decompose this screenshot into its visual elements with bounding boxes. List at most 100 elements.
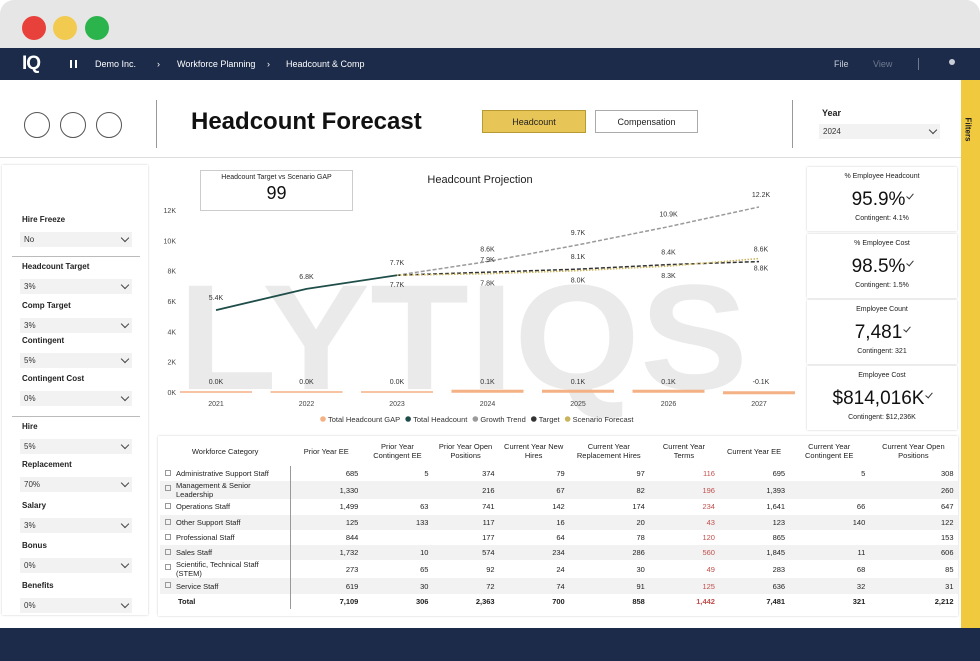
menu-item[interactable]: View (873, 59, 893, 69)
expand-icon[interactable] (165, 549, 171, 556)
year-dropdown[interactable]: 2024 (819, 124, 940, 139)
home-button[interactable] (24, 112, 50, 138)
slicer-dropdown[interactable]: 3% (20, 279, 132, 294)
page-title: Headcount Forecast (191, 108, 422, 135)
slicer-dropdown[interactable]: 5% (20, 353, 132, 368)
table-cell: 123 (718, 514, 790, 530)
close-dot[interactable] (22, 16, 46, 40)
cell-value: 140 (852, 517, 866, 527)
table-cell: 49 (649, 560, 719, 578)
column-header[interactable]: Current Year Open Positions (882, 442, 945, 460)
data-label: 0.1K (661, 379, 676, 386)
table-cell: 196 (648, 481, 719, 500)
slicer-value: 0% (24, 394, 36, 403)
cell-value: 560 (702, 548, 715, 558)
tab[interactable]: Compensation (595, 110, 698, 133)
table-cell: 11 (789, 545, 870, 561)
slicer-dropdown[interactable]: 0% (20, 391, 132, 406)
back-button[interactable] (60, 112, 86, 138)
table-cell: 286 (568, 545, 649, 561)
breadcrumb[interactable]: Workforce Planning (177, 59, 256, 69)
legend-label: Target (539, 415, 561, 424)
tab-active[interactable]: Headcount (482, 110, 586, 133)
slicer-dropdown[interactable]: 3% (20, 318, 132, 333)
breadcrumb[interactable]: Headcount & Comp (286, 59, 365, 69)
table-cell: 153 (869, 530, 957, 545)
data-label: 8.4K (661, 250, 676, 257)
user-icon[interactable] (949, 59, 955, 65)
y-tick-label: 0K (167, 390, 176, 397)
data-label: 8.8K (754, 266, 769, 273)
filters-pane[interactable] (961, 80, 980, 628)
expand-icon[interactable] (165, 503, 171, 510)
chevron (120, 280, 130, 290)
legend-marker (472, 416, 479, 422)
column-header[interactable]: Current Year EE (726, 446, 782, 456)
cell-value: 865 (772, 533, 786, 543)
logo[interactable]: IQ (22, 53, 41, 74)
x-tick-label: 2024 (480, 401, 496, 408)
column-header[interactable]: Current Year Terms (662, 442, 705, 460)
column-header[interactable]: Prior Year EE (303, 446, 349, 456)
cell-value: 63 (420, 502, 429, 512)
expand-icon[interactable] (165, 485, 171, 492)
clear-button[interactable] (96, 112, 122, 138)
slicer-dropdown[interactable]: 5% (20, 439, 132, 454)
menu-icon[interactable] (70, 60, 77, 68)
table-cell: 72 (432, 578, 499, 594)
menu-item[interactable]: File (834, 59, 849, 69)
cell-value: 1,641 (766, 502, 786, 512)
data-label: 0.1K (571, 379, 586, 386)
data-label: 9.7K (571, 230, 586, 237)
column-header[interactable]: Prior Year Open Positions (438, 442, 493, 460)
table-cell: 142 (499, 499, 569, 514)
table-cell: 125 (289, 514, 363, 530)
expand-icon[interactable] (165, 518, 171, 525)
table-row: Management & Senior Leadership 1,330 216 67… (160, 481, 958, 500)
cell-value: 10 (420, 548, 429, 558)
maximize-dot[interactable] (85, 16, 109, 40)
slicer-dropdown[interactable]: 0% (20, 598, 132, 613)
column-header[interactable]: Workforce Category (191, 446, 259, 456)
x-tick-label: 2025 (570, 401, 586, 408)
kpi-sub: Contingent: 1.5% (855, 282, 909, 289)
column-header[interactable]: Current Year Contingent EE (804, 442, 854, 460)
data-label: 8.6K (480, 247, 495, 254)
slicer-dropdown[interactable]: 3% (20, 518, 132, 533)
table-cell: Sales Staff (160, 545, 291, 561)
slicer-label: Salary (22, 501, 47, 510)
table-cell: Administrative Support Staff (160, 466, 290, 481)
header-divider (792, 100, 793, 148)
expand-icon[interactable] (165, 564, 171, 571)
header-rule (0, 157, 961, 158)
slicer-label: Bonus (22, 541, 47, 550)
slicer-panel: Hire Freeze No Headcount Target 3% Comp Targ… (2, 165, 148, 615)
slicer-dropdown[interactable]: 0% (20, 558, 132, 573)
expand-icon[interactable] (165, 470, 171, 476)
watermark: LYTIQS (178, 253, 748, 421)
slicer-label: Comp Target (22, 301, 71, 310)
table-cell: 91 (568, 578, 649, 594)
column-header[interactable]: Current Year Replacement Hires (576, 442, 641, 460)
expand-icon[interactable] (165, 533, 171, 540)
table-cell: 844 (289, 529, 363, 546)
table-cell: 92 (432, 560, 498, 578)
cell-value: 125 (702, 581, 715, 591)
filters-label[interactable]: Filters (963, 117, 973, 142)
total-cell: 2,212 (934, 596, 954, 606)
breadcrumb[interactable]: Demo Inc. (95, 59, 137, 69)
slicer-dropdown[interactable]: No (20, 232, 132, 247)
cell-value: 606 (940, 548, 954, 558)
chevron (120, 354, 130, 364)
table-row: Administrative Support Staff 685 5 374 79 97 1… (160, 466, 958, 482)
column-header[interactable]: Prior Year Contingent EE (373, 442, 422, 460)
chevron (120, 319, 130, 329)
expand-icon[interactable] (165, 582, 171, 589)
slicer-dropdown[interactable]: 70% (20, 477, 132, 492)
table-cell: 741 (432, 499, 498, 514)
kpi-sub: Contingent: 321 (857, 348, 907, 355)
y-tick-label: 2K (167, 360, 176, 367)
column-header[interactable]: Current Year New Hires (504, 442, 564, 460)
minimize-dot[interactable] (53, 16, 77, 40)
cell-value: 66 (856, 502, 866, 512)
